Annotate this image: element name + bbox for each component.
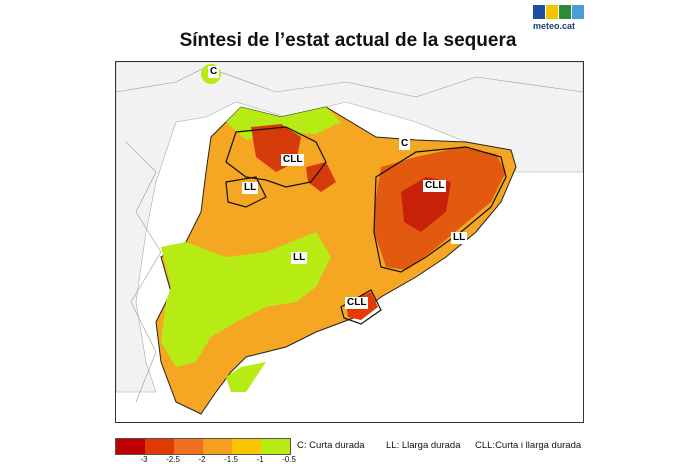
surrounding-land (116, 62, 583, 393)
logo-square-3 (559, 5, 571, 19)
label-cll-east: CLL (423, 180, 447, 192)
legend-tick: -2 (198, 455, 206, 464)
legend-tick: -1 (256, 455, 264, 464)
legend-cell-5 (232, 439, 261, 454)
legend-tick: -3 (140, 455, 148, 464)
legend-tick: -2.5 (166, 455, 180, 464)
label-ll-west: LL (242, 182, 259, 194)
legend-cell-3 (174, 439, 203, 454)
zone-lime-southwest (161, 232, 331, 367)
logo-text: meteo.cat (533, 21, 576, 31)
legend-note-ll: LL: Llarga durada (386, 440, 461, 451)
contour-ll-west (225, 176, 267, 208)
logo-square-4 (572, 5, 584, 19)
zone-darkred-center-north (306, 162, 336, 192)
label-ll-center: LL (291, 252, 308, 264)
legend-bar (115, 438, 291, 455)
contour-cll-east (373, 146, 507, 273)
border-line-west (125, 141, 162, 403)
map-canvas (116, 62, 583, 415)
label-cll-west: CLL (281, 154, 305, 166)
contour-cll-west (225, 126, 327, 188)
label-cll-south: CLL (345, 297, 369, 309)
label-ll-east: LL (451, 232, 468, 244)
zone-lime-delta (226, 362, 266, 392)
legend-tick: -1.5 (224, 455, 238, 464)
legend-cell-2 (145, 439, 174, 454)
logo-square-2 (546, 5, 558, 19)
border-line-north (116, 66, 583, 98)
legend-cell-6 (261, 439, 290, 454)
label-c-north: C (208, 66, 220, 78)
map-title: Síntesi de l’estat actual de la sequera (179, 30, 517, 51)
legend-note-cll: CLL:Curta i llarga durada (475, 440, 582, 451)
drought-map: C CLL LL C CLL LL LL CLL (115, 61, 584, 423)
logo-square-1 (533, 5, 545, 19)
legend-tick: -0.5 (282, 455, 296, 464)
legend-cell-1 (116, 439, 145, 454)
legend-cell-4 (203, 439, 232, 454)
contour-cll-south (340, 289, 382, 325)
legend-note-c: C: Curta durada (297, 440, 365, 451)
label-c-east: C (399, 138, 411, 150)
meteocat-logo: meteo.cat (533, 5, 585, 39)
